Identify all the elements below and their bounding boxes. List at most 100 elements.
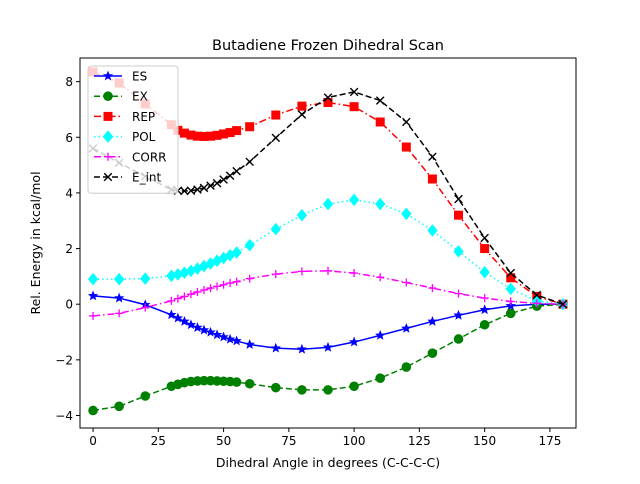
axes-border — [79, 57, 577, 429]
y-axis: −4 −2 0 2 4 6 8 — [55, 75, 80, 423]
data-point-es — [505, 300, 516, 311]
x-axis-label: Dihedral Angle in degrees (C-C-C-C) — [216, 455, 440, 470]
legend-label: ES — [132, 70, 147, 84]
data-point-e-int — [212, 178, 222, 188]
data-point-e-int — [402, 117, 411, 127]
data-point-es — [453, 309, 464, 320]
x-tick-label: 125 — [408, 434, 431, 448]
data-point-ex — [231, 377, 242, 387]
data-point-es — [375, 329, 386, 340]
data-point-corr — [226, 279, 235, 288]
data-point-e-int — [428, 152, 437, 162]
data-point-e-int — [323, 93, 333, 102]
data-point-corr — [200, 286, 208, 295]
data-point-corr — [141, 303, 150, 312]
data-point-e-int — [219, 175, 228, 184]
data-point-e-int — [480, 233, 489, 243]
data-point-rep — [427, 174, 437, 184]
data-point-ex — [375, 373, 386, 384]
data-point-corr — [180, 292, 189, 301]
data-point-es — [205, 326, 216, 337]
data-point-es — [166, 309, 177, 320]
legend-marker — [103, 111, 113, 121]
data-point-corr — [115, 309, 124, 318]
series-corr — [89, 266, 567, 320]
x-tick-label: 100 — [343, 434, 366, 448]
data-point-pol — [87, 272, 99, 286]
legend-entry-e-int: E_int — [94, 171, 162, 185]
series-es — [87, 290, 569, 354]
data-point-es — [172, 312, 184, 323]
data-point-e-int — [271, 133, 281, 143]
data-point-corr — [324, 266, 332, 275]
data-point-corr — [173, 294, 182, 303]
data-point-e-int — [375, 96, 385, 105]
legend-label: CORR — [132, 150, 167, 164]
data-point-rep — [480, 244, 490, 254]
data-point-pol — [140, 272, 151, 285]
data-point-rep — [245, 122, 255, 132]
data-point-pol — [296, 208, 308, 222]
data-point-es — [114, 292, 125, 303]
y-tick-label: 4 — [65, 186, 73, 200]
data-point-ex — [297, 385, 307, 395]
data-point-e-int — [349, 87, 359, 97]
data-point-e-int — [297, 110, 307, 119]
data-point-corr — [206, 284, 215, 293]
series-pol — [87, 193, 569, 311]
legend-entry-ex: EX — [94, 90, 148, 104]
data-point-pol — [348, 193, 360, 207]
data-point-rep — [349, 102, 359, 112]
data-point-e-int — [180, 186, 189, 196]
data-point-es — [87, 290, 99, 301]
data-point-es — [192, 322, 203, 332]
data-point-e-int — [206, 181, 215, 190]
data-point-rep — [323, 98, 333, 108]
data-point-es — [348, 336, 360, 347]
data-point-es — [218, 331, 229, 342]
data-point-corr — [271, 270, 280, 279]
legend-marker — [103, 172, 113, 182]
data-point-es — [244, 339, 255, 349]
data-point-e-int — [532, 290, 542, 300]
data-point-corr — [186, 290, 195, 299]
data-point-e-int — [558, 299, 568, 309]
data-point-e-int — [232, 166, 241, 176]
data-point-pol — [427, 224, 438, 237]
data-point-e-int — [225, 171, 235, 180]
y-tick-label: 6 — [65, 131, 73, 145]
data-point-pol — [114, 272, 125, 286]
data-point-pol — [270, 222, 281, 236]
data-point-e-int — [199, 183, 209, 193]
data-point-pol — [375, 197, 386, 211]
data-point-rep — [232, 126, 242, 136]
data-point-corr — [193, 287, 202, 296]
x-tick-label: 25 — [151, 434, 166, 448]
data-point-rep — [454, 210, 464, 220]
y-tick-label: −4 — [55, 409, 73, 423]
data-point-corr — [167, 296, 176, 305]
x-tick-label: 175 — [538, 434, 561, 448]
legend-entry-es: ES — [94, 70, 147, 84]
series-layer — [87, 67, 569, 416]
y-tick-label: 0 — [65, 298, 73, 312]
data-point-ex — [479, 319, 490, 330]
data-point-ex — [349, 381, 359, 392]
data-point-e-int — [245, 157, 254, 167]
data-point-corr — [213, 282, 222, 291]
data-point-ex — [244, 378, 255, 389]
data-point-ex — [114, 401, 124, 412]
chart-title: Butadiene Frozen Dihedral Scan — [212, 38, 444, 54]
data-point-corr — [245, 274, 254, 283]
data-point-corr — [89, 311, 98, 320]
data-point-es — [401, 322, 412, 333]
data-point-ex — [270, 382, 281, 393]
y-tick-label: 8 — [65, 75, 73, 89]
data-point-ex — [323, 385, 333, 395]
data-point-es — [211, 329, 223, 340]
legend-label: EX — [132, 90, 148, 104]
data-point-es — [427, 316, 438, 326]
data-point-pol — [479, 265, 490, 279]
data-point-corr — [219, 280, 228, 289]
data-point-rep — [401, 142, 411, 152]
